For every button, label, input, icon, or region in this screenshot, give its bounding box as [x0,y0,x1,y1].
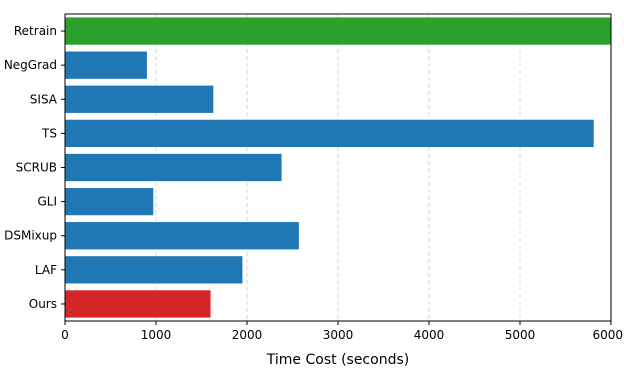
y-tick-label-dsmixup: DSMixup [4,229,57,243]
x-tick-label-6000: 6000 [592,328,623,342]
bar-ts [65,119,594,148]
bar-gli [65,187,154,216]
bar-sisa [65,85,214,113]
y-tick-labels: Retrain NegGrad SISA TS SCRUB GLI DSMixup LAF Ou… [4,24,65,311]
x-tick-label-2000: 2000 [232,328,263,342]
y-tick-label-ts: TS [41,126,57,140]
y-tick-label-scrub: SCRUB [16,161,57,175]
x-tick-labels: 0 1000 2000 3000 4000 5000 6000 [61,321,623,342]
bar-neggrad [65,51,147,79]
x-tick-label-0: 0 [61,328,69,342]
bars [65,17,611,318]
bar-scrub [65,153,282,182]
x-tick-label-1000: 1000 [141,328,172,342]
bar-laf [65,256,243,284]
y-tick-label-ours: Ours [29,297,57,311]
bar-dsmixup [65,222,299,250]
y-tick-label-retrain: Retrain [14,24,57,38]
bar-ours [65,290,211,318]
y-tick-label-sisa: SISA [30,92,58,106]
x-tick-label-4000: 4000 [414,328,445,342]
x-axis-title: Time Cost (seconds) [266,352,409,368]
y-tick-label-laf: LAF [35,263,57,277]
bar-retrain [65,17,611,45]
y-tick-label-neggrad: NegGrad [4,58,57,72]
x-tick-label-5000: 5000 [505,328,536,342]
x-tick-label-3000: 3000 [323,328,354,342]
y-tick-label-gli: GLI [37,195,57,209]
